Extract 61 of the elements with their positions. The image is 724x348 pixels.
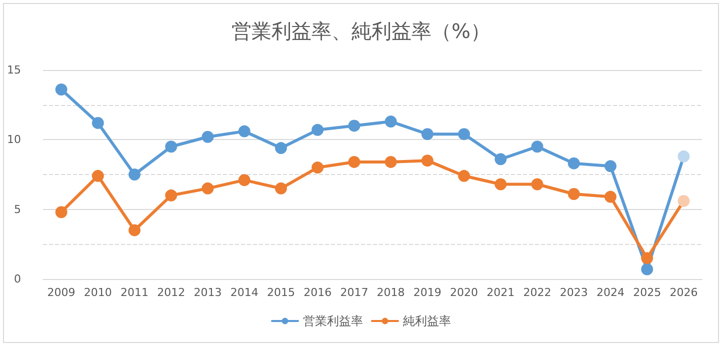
point xyxy=(312,162,324,174)
point xyxy=(92,170,104,182)
y-tick-label: 0 xyxy=(14,272,21,286)
y-tick-label: 5 xyxy=(14,202,21,216)
y-tick-label: 15 xyxy=(6,64,21,76)
point xyxy=(678,194,690,207)
x-tick-label: 2011 xyxy=(120,286,149,299)
point xyxy=(458,170,470,182)
point xyxy=(238,125,250,138)
x-tick-label: 2015 xyxy=(266,286,295,299)
point xyxy=(384,156,397,168)
point xyxy=(202,182,214,194)
x-tick-label: 2025 xyxy=(633,286,662,299)
point xyxy=(494,153,507,166)
x-tick-label: 2024 xyxy=(596,286,624,299)
point xyxy=(165,189,178,202)
point xyxy=(641,252,654,264)
x-tick-label: 2017 xyxy=(340,286,368,299)
point xyxy=(55,84,68,96)
x-tick-label: 2022 xyxy=(523,286,552,299)
chart-title: 営業利益率、純利益率（%） xyxy=(231,19,491,43)
y-tick-label: 10 xyxy=(6,133,21,146)
x-tick-label: 2010 xyxy=(84,286,112,299)
point xyxy=(55,206,68,218)
point xyxy=(604,190,616,203)
point xyxy=(678,150,690,162)
point xyxy=(421,128,434,140)
x-tick-label: 2009 xyxy=(47,286,76,299)
x-tick-label: 2018 xyxy=(376,286,405,299)
point xyxy=(531,140,544,153)
point xyxy=(348,120,360,132)
point xyxy=(384,116,397,128)
x-tick-label: 2013 xyxy=(194,286,222,299)
point xyxy=(531,178,544,190)
x-tick-label: 2016 xyxy=(304,286,332,299)
point xyxy=(312,124,324,136)
point xyxy=(568,188,580,200)
x-tick-label: 2026 xyxy=(670,286,698,299)
legend-label: 営業利益率 xyxy=(303,314,363,328)
point xyxy=(348,156,360,168)
point xyxy=(202,130,214,143)
point xyxy=(128,224,141,236)
point xyxy=(421,154,434,167)
x-tick-label: 2023 xyxy=(560,286,588,299)
x-tick-label: 2020 xyxy=(450,286,478,299)
x-tick-label: 2014 xyxy=(230,286,258,299)
x-tick-label: 2019 xyxy=(413,286,442,299)
point xyxy=(165,140,178,153)
point xyxy=(274,142,287,154)
point xyxy=(494,178,507,190)
legend-label: 純利益率 xyxy=(403,314,451,328)
point xyxy=(92,116,104,129)
point xyxy=(238,174,250,186)
point xyxy=(568,157,580,170)
x-tick-label: 2021 xyxy=(486,286,515,299)
point xyxy=(641,263,654,276)
x-tick-label: 2012 xyxy=(157,286,186,299)
point xyxy=(274,182,287,194)
point xyxy=(128,168,141,180)
point xyxy=(604,160,616,172)
point xyxy=(458,128,470,140)
